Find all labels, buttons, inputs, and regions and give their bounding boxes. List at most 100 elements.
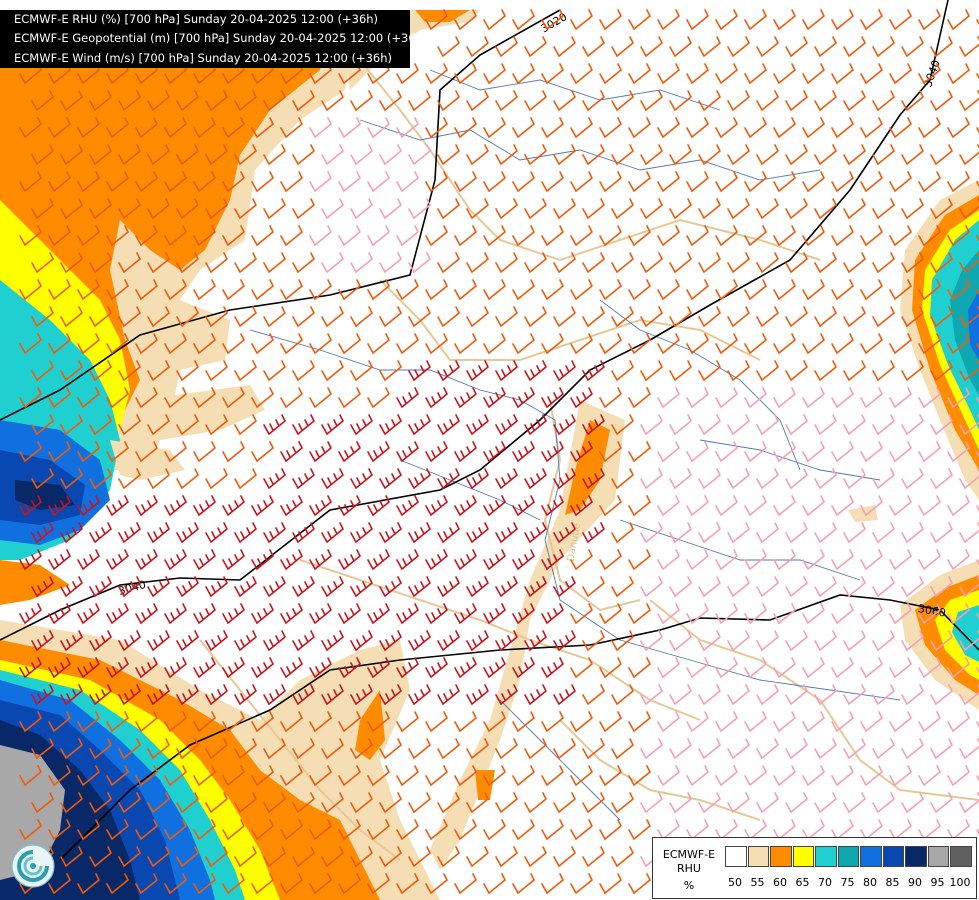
wind-barb-icon xyxy=(773,225,796,247)
wind-barb-icon xyxy=(959,792,979,814)
wind-barb-icon xyxy=(959,522,979,544)
wind-barb-icon xyxy=(437,252,460,274)
wind-barb-icon xyxy=(582,684,605,706)
wind-barb-icon xyxy=(483,495,506,517)
wind-barb-icon xyxy=(553,252,576,274)
wind-barb-icon xyxy=(396,873,419,895)
wind-barb-icon xyxy=(773,711,796,733)
wind-barb-icon xyxy=(814,144,837,166)
wind-barb-icon xyxy=(396,279,419,301)
wind-barb-icon xyxy=(466,468,489,490)
wind-barb-icon xyxy=(889,117,912,139)
wind-barb-icon xyxy=(483,873,506,895)
wind-barb-icon xyxy=(802,765,825,787)
wind-barb-icon xyxy=(147,684,170,706)
wind-barb-icon xyxy=(831,333,854,355)
wind-barb-icon xyxy=(640,630,663,652)
legend-swatch xyxy=(725,846,747,867)
wind-barb-icon xyxy=(657,657,680,679)
wind-barb-icon xyxy=(947,225,970,247)
wind-barb-icon xyxy=(77,873,100,895)
wind-barb-icon xyxy=(135,279,158,301)
wind-barb-icon xyxy=(512,63,535,85)
wind-barb-icon xyxy=(425,225,448,247)
wind-barb-icon xyxy=(222,549,245,571)
wind-barb-icon xyxy=(48,387,71,409)
wind-barb-icon xyxy=(193,765,216,787)
wind-barb-icon xyxy=(541,117,564,139)
wind-barb-icon xyxy=(918,9,941,31)
wind-barb-icon xyxy=(698,306,721,328)
wind-barb-icon xyxy=(930,576,953,598)
wind-barb-icon xyxy=(599,387,622,409)
wind-barb-icon xyxy=(118,630,141,652)
wind-barb-icon xyxy=(60,738,83,760)
wind-barb-icon xyxy=(367,549,390,571)
wind-barb-icon xyxy=(785,738,808,760)
wind-barb-icon xyxy=(611,684,634,706)
wind-barb-icon xyxy=(553,846,576,868)
wind-barb-icon xyxy=(553,144,576,166)
wind-barb-icon xyxy=(657,495,680,517)
wind-barb-icon xyxy=(686,117,709,139)
wind-barb-icon xyxy=(292,522,315,544)
wind-barb-icon xyxy=(727,468,750,490)
wind-barb-icon xyxy=(176,684,199,706)
wind-barb-icon xyxy=(425,711,448,733)
wind-barb-icon xyxy=(611,252,634,274)
wind-barb-icon xyxy=(408,846,431,868)
legend-model: ECMWF-E xyxy=(662,848,716,861)
wind-barb-icon xyxy=(872,144,895,166)
wind-barb-icon xyxy=(640,468,663,490)
wind-barb-icon xyxy=(280,225,303,247)
wind-barb-icon xyxy=(553,414,576,436)
wind-barb-icon xyxy=(135,441,158,463)
wind-barb-icon xyxy=(814,414,837,436)
wind-barb-icon xyxy=(176,846,199,868)
wind-barb-icon xyxy=(379,630,402,652)
wind-barb-icon xyxy=(599,333,622,355)
wind-barb-icon xyxy=(553,468,576,490)
wind-barb-icon xyxy=(19,387,42,409)
wind-barb-icon xyxy=(611,576,634,598)
wind-barb-icon xyxy=(425,819,448,841)
wind-barb-icon xyxy=(524,144,547,166)
wind-barb-icon xyxy=(193,819,216,841)
wind-barb-icon xyxy=(553,792,576,814)
wind-barb-icon xyxy=(930,414,953,436)
wind-barb-icon xyxy=(164,873,187,895)
wind-barb-icon xyxy=(831,711,854,733)
wind-barb-icon xyxy=(860,117,883,139)
rhu-95-region-sw xyxy=(0,745,65,880)
wind-barb-icon xyxy=(640,738,663,760)
wind-barb-icon xyxy=(570,117,593,139)
wind-barb-icon xyxy=(280,117,303,139)
wind-barb-icon xyxy=(147,846,170,868)
wind-barb-icon xyxy=(454,603,477,625)
wind-barb-icon xyxy=(280,765,303,787)
wind-barb-icon xyxy=(831,279,854,301)
wind-barb-icon xyxy=(773,603,796,625)
wind-barb-icon xyxy=(756,414,779,436)
wind-barb-icon xyxy=(715,495,738,517)
wind-barb-icon xyxy=(756,738,779,760)
wind-barb-icon xyxy=(321,630,344,652)
wind-barb-icon xyxy=(338,171,361,193)
wind-barb-icon xyxy=(77,819,100,841)
wind-barb-icon xyxy=(831,171,854,193)
wind-barb-icon xyxy=(686,657,709,679)
wind-barb-icon xyxy=(135,603,158,625)
wind-barb-icon xyxy=(176,198,199,220)
wind-barb-icon xyxy=(89,522,112,544)
wind-barb-icon xyxy=(657,441,680,463)
wind-barb-icon xyxy=(263,522,286,544)
wind-barb-icon xyxy=(437,630,460,652)
wind-barb-icon xyxy=(31,684,54,706)
wind-barb-icon xyxy=(570,765,593,787)
wind-barb-icon xyxy=(512,495,535,517)
wind-barb-icon xyxy=(599,225,622,247)
wind-barb-icon xyxy=(135,711,158,733)
legend-swatch xyxy=(905,846,927,867)
wind-barb-icon xyxy=(947,765,970,787)
wind-barb-icon xyxy=(628,441,651,463)
